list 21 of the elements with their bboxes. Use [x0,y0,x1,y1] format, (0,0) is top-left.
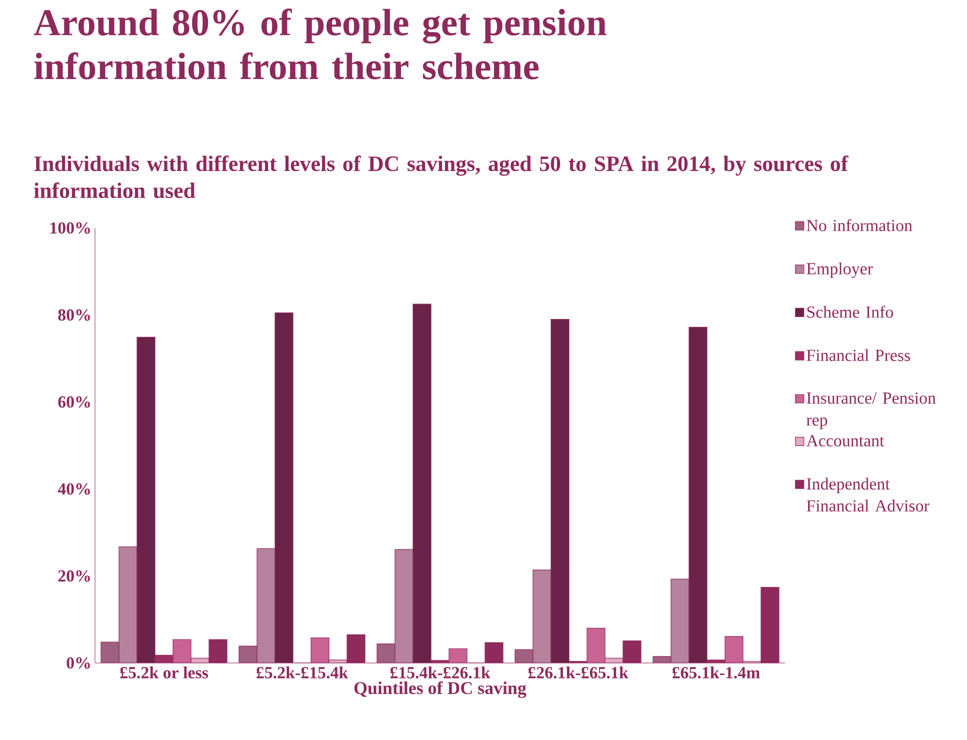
legend-label: Insurance/ Pension rep [806,392,936,430]
legend-label: Accountant [806,435,884,446]
x-tick-label: £5.2k or less [120,666,208,678]
legend-label: No information [806,219,912,232]
x-axis-title: Quintiles of DC saving [354,681,526,698]
chart-subtitle: Individuals with different levels of DC savings, aged 50 to SPA in 2014, by sources of information used [34,156,848,198]
y-tick-label: 60% [58,396,90,408]
legend-label: Employer [806,262,873,278]
x-tick-label: £26.1k-£65.1k [528,666,628,678]
legend-label: Scheme Info [807,306,894,318]
x-tick-label: £15.4k-£26.1k [390,666,490,678]
y-tick-label: 0% [66,657,90,669]
x-tick-label: £5.2k-£15.4k [256,666,348,678]
legend-label: Independent Financial Advisor [806,478,930,512]
legend-label: Financial Press [806,349,910,362]
y-tick-label: 100% [50,222,90,234]
y-tick-label: 20% [58,570,90,582]
y-tick-label: 40% [58,483,90,495]
x-tick-label: £65.1k-1.4m [672,666,760,678]
y-tick-label: 80% [58,309,90,321]
chart-title: Around 80% of people get pension information from their scheme [34,8,606,80]
